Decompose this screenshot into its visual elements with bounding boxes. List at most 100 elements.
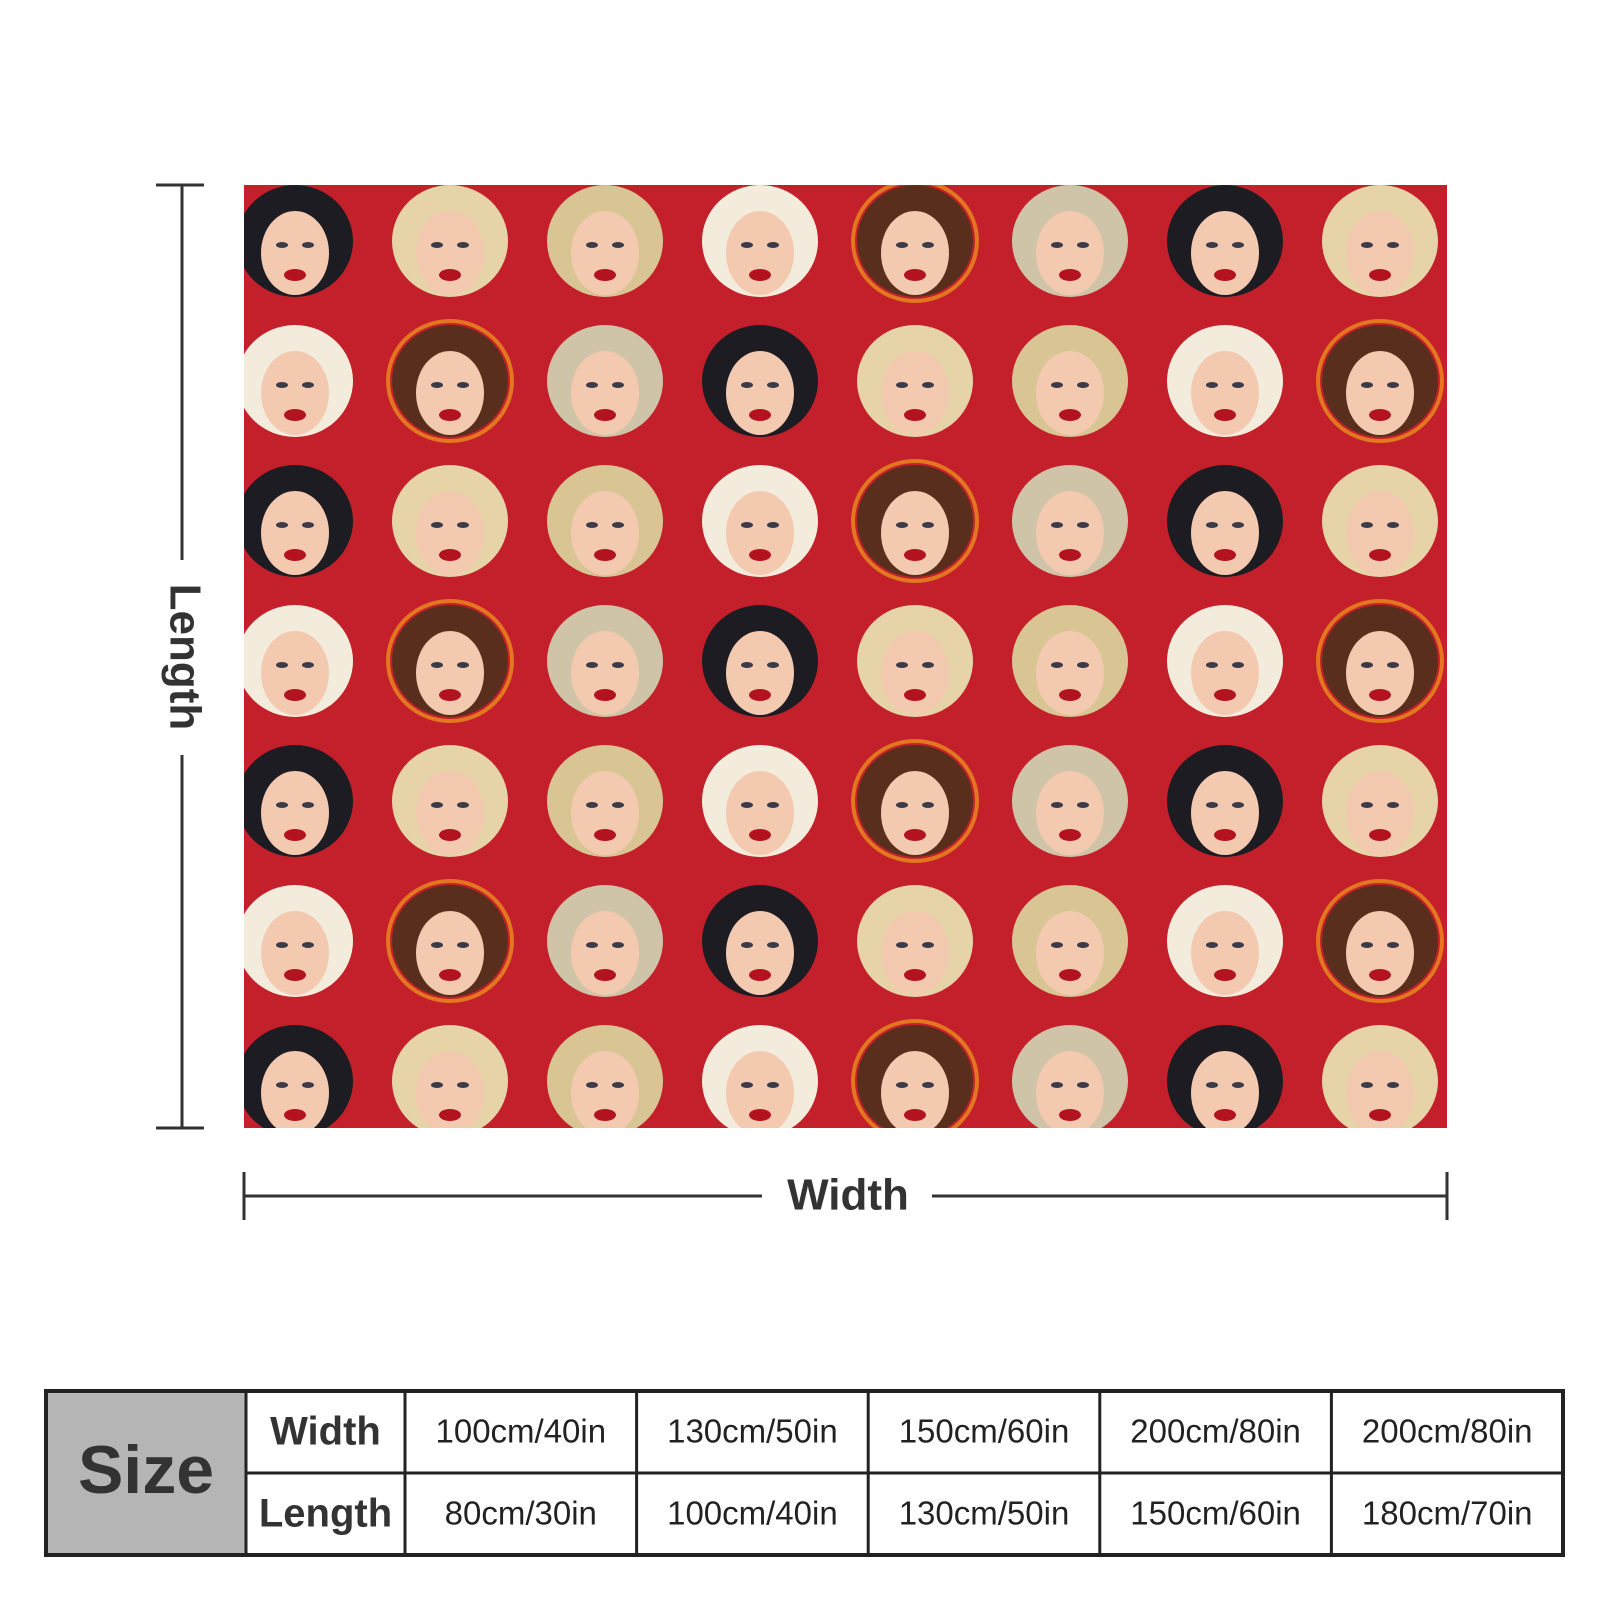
lips [1059,829,1081,841]
face-pattern [244,185,1444,1128]
face [851,1019,979,1128]
lips [1369,269,1391,281]
eye [1232,522,1244,528]
face [851,459,979,583]
eye [767,802,779,808]
lips [284,409,306,421]
eye [1232,382,1244,388]
eye [431,942,443,948]
face [386,599,514,723]
skin [1346,491,1414,575]
skin [416,771,484,855]
eye [302,1082,314,1088]
skin [1346,211,1414,295]
face [1322,745,1438,857]
skin [1191,911,1259,995]
skin [726,351,794,435]
hair-highlight [1316,879,1444,1003]
size-value: 130cm/50in [899,1495,1070,1532]
skin [881,1051,949,1128]
face [244,1025,353,1128]
lips [594,689,616,701]
face [244,605,353,717]
eye [1206,522,1218,528]
eye [302,382,314,388]
eye [612,382,624,388]
eye [302,242,314,248]
eye [1387,382,1399,388]
face [1012,1025,1128,1128]
lips [1059,409,1081,421]
face [1167,745,1283,857]
skin [261,491,329,575]
lips [749,829,771,841]
size-value: 80cm/30in [445,1495,597,1532]
lips [1214,549,1236,561]
eye [586,662,598,668]
skin [881,491,949,575]
face [1167,465,1283,577]
lips [904,549,926,561]
skin [1036,771,1104,855]
eye [586,522,598,528]
eye [431,382,443,388]
hair-highlight [386,879,514,1003]
skin [1036,491,1104,575]
lips [1369,549,1391,561]
size-value: 200cm/80in [1130,1413,1301,1450]
lips [1059,969,1081,981]
hair-highlight [851,739,979,863]
eye [1206,242,1218,248]
eye [1051,242,1063,248]
eye [1387,522,1399,528]
face [386,879,514,1003]
eye [276,382,288,388]
lips [904,689,926,701]
lips [749,409,771,421]
eye [896,802,908,808]
face [1322,185,1438,297]
skin [726,1051,794,1128]
face [392,185,508,297]
eye [1361,382,1373,388]
lips [1059,549,1081,561]
lips [1214,969,1236,981]
eye [767,242,779,248]
eye [1387,802,1399,808]
lips [1369,969,1391,981]
eye [1051,662,1063,668]
eye [457,382,469,388]
eye [767,662,779,668]
lips [904,829,926,841]
skin [726,771,794,855]
face [702,465,818,577]
eye [1361,802,1373,808]
eye [1206,382,1218,388]
eye [1387,242,1399,248]
eye [1051,1082,1063,1088]
size-value: 130cm/50in [667,1413,838,1450]
face [392,1025,508,1128]
skin [726,491,794,575]
skin [881,631,949,715]
eye [1051,522,1063,528]
eye [1361,242,1373,248]
eye [302,662,314,668]
skin [571,351,639,435]
eye [922,942,934,948]
lips [284,969,306,981]
eye [741,1082,753,1088]
skin [1346,911,1414,995]
eye [612,802,624,808]
face [547,745,663,857]
eye [457,1082,469,1088]
face [702,325,818,437]
face [1167,185,1283,297]
lips [594,409,616,421]
skin [1191,771,1259,855]
eye [586,382,598,388]
face [1322,1025,1438,1128]
skin [261,911,329,995]
lips [594,549,616,561]
eye [1232,1082,1244,1088]
